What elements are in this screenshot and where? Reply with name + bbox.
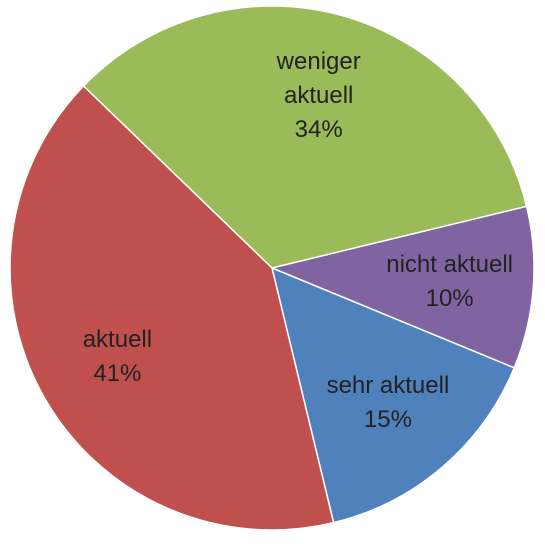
value-label: 10%: [425, 284, 474, 312]
slice-label: sehr aktuell 15%: [310, 369, 466, 437]
value-label: 41%: [93, 359, 142, 387]
category-label: weniger aktuell: [276, 48, 361, 110]
pie-slice: [269, 205, 535, 369]
slice-label: nicht aktuell 10%: [372, 248, 528, 316]
value-label: 34%: [294, 116, 343, 144]
pie-slice: [270, 266, 516, 524]
slice-label: weniger aktuell 34%: [241, 45, 397, 147]
pie-slice: [9, 84, 335, 531]
value-label: 15%: [363, 406, 412, 434]
slice-label: aktuell 41%: [39, 323, 195, 391]
pie-slice: [82, 5, 528, 269]
category-label: aktuell: [82, 325, 153, 353]
category-label: nicht aktuell: [386, 250, 513, 278]
category-label: sehr aktuell: [326, 372, 450, 400]
